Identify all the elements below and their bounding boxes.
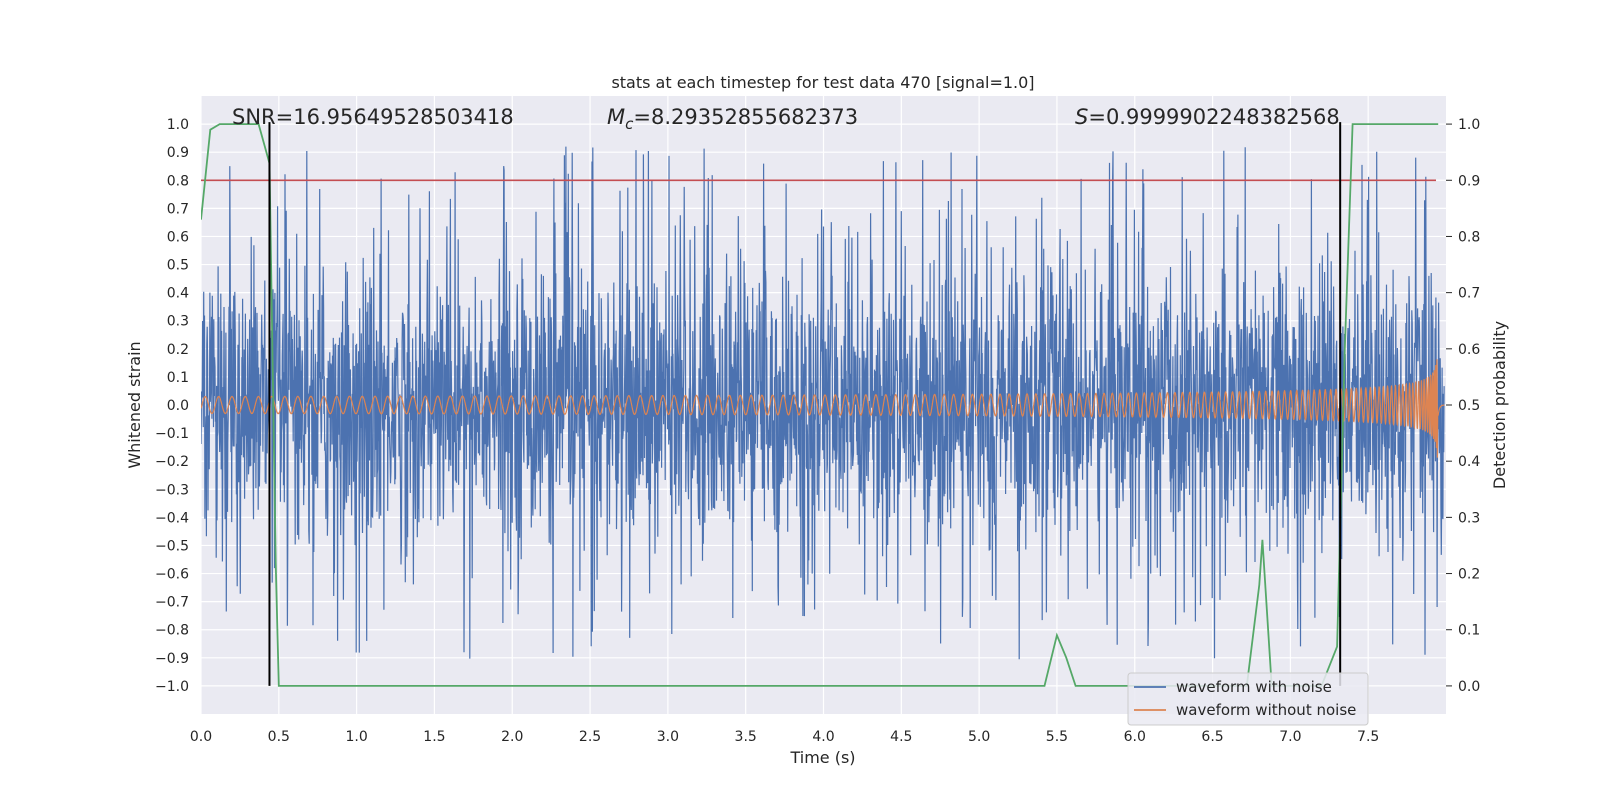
y2-tick-label: 0.2 xyxy=(1458,567,1480,583)
legend-label-signal: waveform without noise xyxy=(1176,701,1356,719)
y-tick-label: 0.4 xyxy=(167,286,189,302)
legend: waveform with noise waveform without noi… xyxy=(1127,672,1369,726)
y-tick-label: 0.2 xyxy=(167,342,189,358)
y2-tick-label: 0.3 xyxy=(1458,510,1480,526)
x-axis-label: Time (s) xyxy=(789,748,855,767)
y2-tick-label: 0.7 xyxy=(1458,286,1480,302)
y-axis-label: Whitened strain xyxy=(125,341,144,468)
y-tick-label: −0.5 xyxy=(155,538,189,554)
y-tick-label: 0.6 xyxy=(167,229,189,245)
score-value: =0.9999902248382568 xyxy=(1088,105,1339,129)
x-tick-label: 2.0 xyxy=(501,729,523,745)
y-tick-label: −0.4 xyxy=(155,510,189,526)
x-tick-label: 6.0 xyxy=(1124,729,1146,745)
y-tick-label: −0.7 xyxy=(155,595,189,611)
x-tick-label: 2.5 xyxy=(579,729,601,745)
x-tick-label: 4.0 xyxy=(812,729,834,745)
y-tick-label: −0.9 xyxy=(155,651,189,667)
score-symbol: S xyxy=(1075,105,1088,129)
y-tick-label: 0.5 xyxy=(167,258,189,274)
y2-tick-label: 0.9 xyxy=(1458,173,1480,189)
x-tick-label: 3.0 xyxy=(657,729,679,745)
y-tick-label: 0.3 xyxy=(167,314,189,330)
y2-tick-label: 1.0 xyxy=(1458,117,1480,133)
y2-tick-label: 0.6 xyxy=(1458,342,1480,358)
series-detection-probability xyxy=(201,123,1439,687)
y-tick-label: −0.1 xyxy=(155,426,189,442)
y-tick-label: −1.0 xyxy=(155,679,189,695)
x-tick-label: 0.5 xyxy=(268,729,290,745)
tick-labels: 0.0 0.5 1.0 1.5 2.0 2.5 3.0 3.5 4.0 4.5 5.0 5.5 6.0 6… xyxy=(155,117,1480,745)
x-tick-label: 5.0 xyxy=(968,729,990,745)
x-tick-label: 0.0 xyxy=(190,729,212,745)
x-tick-label: 3.5 xyxy=(735,729,757,745)
legend-label-noise: waveform with noise xyxy=(1176,678,1332,696)
x-tick-label: 1.0 xyxy=(345,729,367,745)
snr-annotation: SNR=16.95649528503418 xyxy=(232,105,514,129)
y2-tick-label: 0.0 xyxy=(1458,679,1480,695)
y2-tick-label: 0.8 xyxy=(1458,229,1480,245)
y-tick-label: −0.3 xyxy=(155,482,189,498)
y-tick-label: −0.8 xyxy=(155,623,189,639)
chirp-mass-annotation: Mc=8.29352855682373 xyxy=(607,105,858,133)
chirp-mass-value: =8.29352855682373 xyxy=(633,105,858,129)
y-tick-label: 0.1 xyxy=(167,370,189,386)
y-tick-label: −0.2 xyxy=(155,454,189,470)
legend-box xyxy=(1127,672,1369,726)
x-tick-label: 4.5 xyxy=(890,729,912,745)
x-tick-label: 5.5 xyxy=(1046,729,1068,745)
series-waveform-without-noise xyxy=(201,359,1445,458)
x-tick-label: 7.5 xyxy=(1357,729,1379,745)
series-layer xyxy=(201,122,1445,687)
chirp-mass-symbol: M xyxy=(607,105,625,129)
y2-tick-label: 0.1 xyxy=(1458,623,1480,639)
series-waveform-with-noise xyxy=(201,146,1445,660)
chart-title: stats at each timestep for test data 470… xyxy=(611,73,1034,92)
y2-axis-label: Detection probability xyxy=(1490,321,1509,489)
y-tick-label: 0.8 xyxy=(167,173,189,189)
y-tick-label: 0.7 xyxy=(167,201,189,217)
chirp-mass-subscript: c xyxy=(625,115,634,133)
x-tick-label: 7.0 xyxy=(1279,729,1301,745)
y-tick-label: 1.0 xyxy=(167,117,189,133)
y-tick-label: 0.9 xyxy=(167,145,189,161)
x-tick-label: 6.5 xyxy=(1201,729,1223,745)
y-tick-label: 0.0 xyxy=(167,398,189,414)
y2-tick-label: 0.5 xyxy=(1458,398,1480,414)
y-tick-label: −0.6 xyxy=(155,567,189,583)
y2-tick-label: 0.4 xyxy=(1458,454,1480,470)
score-annotation: S=0.9999902248382568 xyxy=(1075,105,1340,129)
x-tick-label: 1.5 xyxy=(423,729,445,745)
